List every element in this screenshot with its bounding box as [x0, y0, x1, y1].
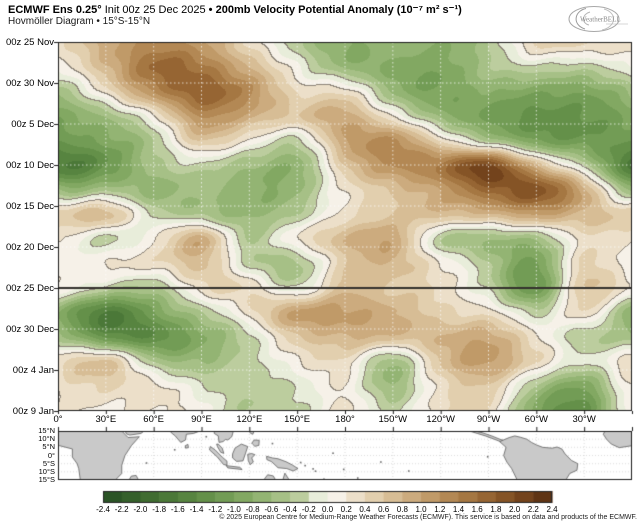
longitude-tick-label: 90°W: [476, 414, 501, 425]
colorbar-tick-label: 2.0: [509, 505, 521, 514]
page-subtitle: Hovmöller Diagram • 15°S-15°N: [8, 16, 151, 27]
colorbar-tick-label: 0.0: [321, 505, 334, 514]
latitude-tick-label: 10°S: [38, 466, 55, 476]
longitude-tick-label: 0°: [53, 414, 63, 425]
page-title: ECMWF Ens 0.25° Init 00z 25 Dec 2025 • 2…: [8, 3, 462, 16]
colorbar-tick-label: -1.4: [189, 505, 204, 514]
time-tick-label: 00z 15 Dec: [5, 200, 54, 212]
weatherbell-logo: WeatherBELL: [568, 6, 628, 32]
colorbar-tick-label: 0.8: [396, 505, 408, 514]
latitude-tick-label: 5°N: [42, 442, 55, 452]
copyright-text: © 2025 European Centre for Medium-Range …: [219, 514, 637, 521]
colorbar-tick-label: -0.8: [245, 505, 260, 514]
colorbar-tick-label: 1.4: [452, 505, 465, 514]
latitude-tick-label: 0°: [47, 450, 55, 460]
longitude-tick-label: 180°: [335, 414, 355, 425]
time-tick-label: 00z 4 Jan: [12, 364, 54, 376]
time-tick-label: 00z 30 Nov: [5, 77, 54, 89]
time-tick-label: 00z 20 Dec: [5, 241, 54, 253]
longitude-tick-label: 30°E: [95, 414, 117, 425]
colorbar-tick-label: 0.4: [359, 505, 371, 514]
colorbar-tick-label: 0.2: [340, 505, 352, 514]
longitude-tick-label: 120°E: [236, 414, 263, 425]
colorbar-tick-label: -2.4: [96, 505, 110, 514]
colorbar-tick-label: -1.8: [152, 505, 167, 514]
latitude-tick-label: 5°S: [42, 458, 55, 468]
latitude-tick-label: 15°N: [38, 426, 55, 435]
colorbar-tick-label: -1.6: [170, 505, 185, 514]
colorbar-tick-label: -0.4: [283, 505, 297, 514]
time-tick-label: 00z 25 Dec: [5, 282, 54, 294]
colorbar-tick-label: 2.4: [546, 505, 558, 514]
time-tick-label: 00z 30 Dec: [5, 323, 54, 335]
longitude-tick-label: 60°W: [524, 414, 548, 425]
longitude-tick-label: 30°W: [572, 414, 596, 425]
title-variable: 200mb Velocity Potential Anomaly (10⁻⁷ m…: [215, 4, 462, 16]
colorbar-tick-label: -0.2: [301, 505, 316, 514]
colorbar-tick-label: -0.6: [264, 505, 279, 514]
colorbar-tick-label: 1.8: [490, 505, 502, 514]
weatherbell-logo-text: WeatherBELL: [580, 16, 621, 24]
colorbar-tick-label: -1.2: [208, 505, 223, 514]
latitude-tick-label: 10°N: [38, 434, 55, 444]
time-tick-label: 00z 25 Nov: [5, 36, 54, 48]
title-model: ECMWF Ens 0.25°: [8, 4, 102, 16]
time-tick-label: 00z 5 Dec: [11, 118, 54, 130]
colorbar-tick-label: 1.0: [415, 505, 427, 514]
title-init: Init 00z 25 Dec 2025: [104, 4, 206, 16]
time-tick-label: 00z 10 Dec: [5, 159, 54, 171]
colorbar-tick-label: 0.6: [378, 505, 390, 514]
longitude-tick-label: 60°E: [143, 414, 165, 425]
longitude-tick-label: 150°W: [378, 414, 408, 425]
colorbar-tick-label: 1.2: [434, 505, 446, 514]
longitude-tick-label: 150°E: [284, 414, 311, 425]
title-separator: •: [208, 4, 213, 16]
longitude-tick-label: 120°W: [426, 414, 455, 425]
longitude-tick-label: 90°E: [191, 414, 212, 425]
time-tick-label: 00z 9 Jan: [12, 405, 54, 417]
colorbar-tick-label: 2.2: [527, 505, 539, 514]
colorbar-tick-label: -1.0: [227, 505, 241, 514]
colorbar-tick-label: 1.6: [471, 505, 483, 514]
colorbar-tick-label: -2.2: [114, 505, 129, 514]
latitude-tick-label: 15°S: [38, 475, 55, 484]
colorbar-tick-label: -2.0: [133, 505, 148, 514]
